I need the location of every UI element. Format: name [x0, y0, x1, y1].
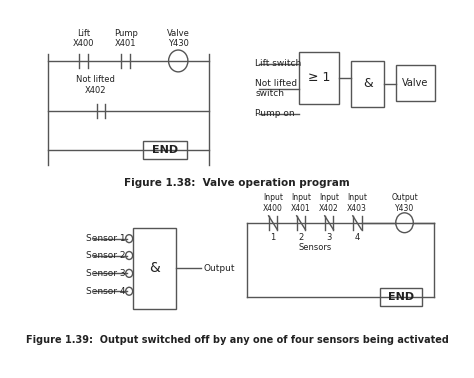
- Text: Sensor 3: Sensor 3: [86, 269, 126, 278]
- Bar: [351, 61, 384, 107]
- Bar: [396, 65, 435, 101]
- Text: Valve
Y430: Valve Y430: [167, 29, 190, 48]
- Text: Input
X401: Input X401: [291, 194, 311, 213]
- Text: Pump
X401: Pump X401: [114, 29, 137, 48]
- Bar: [380, 288, 422, 306]
- Text: Sensors: Sensors: [299, 243, 332, 252]
- Text: ≥ 1: ≥ 1: [308, 71, 330, 84]
- Text: END: END: [152, 145, 178, 155]
- Text: Not lifted
switch: Not lifted switch: [255, 79, 298, 98]
- Text: Valve: Valve: [402, 78, 428, 88]
- Bar: [299, 52, 339, 104]
- Text: Sensor 2: Sensor 2: [86, 251, 126, 260]
- Text: Input
X400: Input X400: [263, 194, 283, 213]
- Text: Not lifted
X402: Not lifted X402: [76, 75, 115, 95]
- Text: Lift switch: Lift switch: [255, 59, 301, 68]
- Text: 1: 1: [270, 233, 275, 242]
- Text: Figure 1.39:  Output switched off by any one of four sensors being activated: Figure 1.39: Output switched off by any …: [26, 335, 448, 345]
- Text: Sensor 1: Sensor 1: [86, 234, 126, 243]
- Text: Input
X402: Input X402: [319, 194, 339, 213]
- Text: Sensor 4: Sensor 4: [86, 287, 126, 296]
- Text: &: &: [363, 77, 373, 90]
- Text: Output: Output: [204, 264, 235, 273]
- Text: Input
X403: Input X403: [347, 194, 367, 213]
- Text: Pump on: Pump on: [255, 109, 295, 118]
- Bar: [143, 141, 187, 159]
- Text: 3: 3: [327, 233, 332, 242]
- Bar: [133, 228, 176, 309]
- Text: &: &: [149, 262, 160, 276]
- Text: END: END: [388, 292, 414, 302]
- Text: Output
Y430: Output Y430: [391, 194, 418, 213]
- Text: 2: 2: [299, 233, 304, 242]
- Text: 4: 4: [355, 233, 360, 242]
- Text: Lift
X400: Lift X400: [73, 29, 94, 48]
- Text: Figure 1.38:  Valve operation program: Figure 1.38: Valve operation program: [124, 178, 350, 188]
